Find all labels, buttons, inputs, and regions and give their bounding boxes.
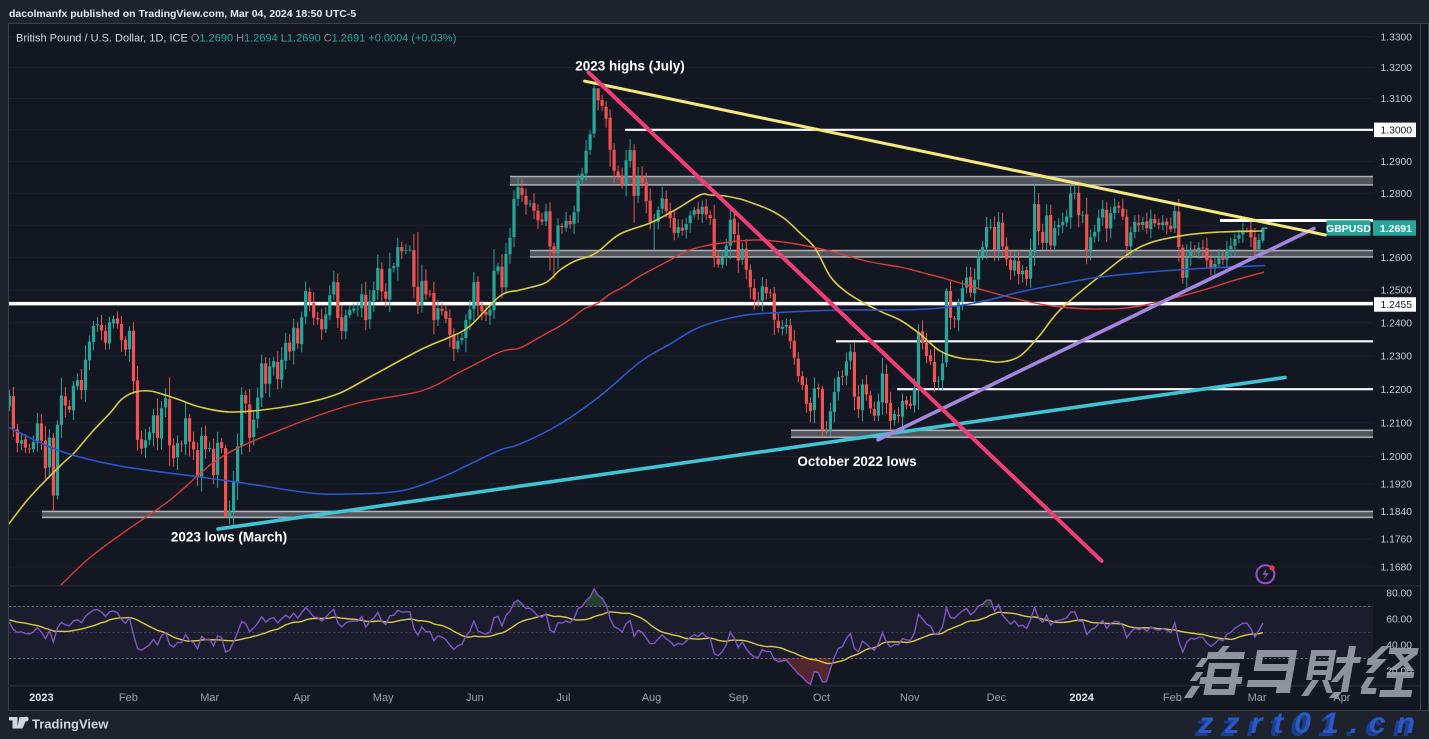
svg-text:GBPUSD: GBPUSD <box>1326 223 1371 235</box>
svg-text:Feb: Feb <box>119 692 138 704</box>
svg-text:October 2022 lows: October 2022 lows <box>797 454 916 469</box>
svg-text:May: May <box>373 692 394 704</box>
svg-text:Jun: Jun <box>466 692 484 704</box>
svg-text:1.2900: 1.2900 <box>1381 157 1413 168</box>
svg-text:zzrt01.cn: zzrt01.cn <box>1194 710 1422 739</box>
svg-text:Apr: Apr <box>293 692 310 704</box>
svg-text:1.2400: 1.2400 <box>1381 318 1413 329</box>
svg-text:dacolmanfx published on Tradin: dacolmanfx published on TradingView.com,… <box>9 8 356 20</box>
svg-text:Sep: Sep <box>729 692 749 704</box>
svg-text:1.3200: 1.3200 <box>1381 63 1413 74</box>
svg-text:2024: 2024 <box>1069 692 1094 704</box>
svg-text:1.2000: 1.2000 <box>1381 452 1413 463</box>
svg-text:TradingView: TradingView <box>32 717 109 732</box>
svg-text:1.1680: 1.1680 <box>1381 563 1413 574</box>
svg-text:2023: 2023 <box>29 692 53 704</box>
svg-text:1.3300: 1.3300 <box>1381 32 1413 43</box>
svg-text:1.2600: 1.2600 <box>1381 253 1413 264</box>
svg-text:1.1760: 1.1760 <box>1381 535 1413 546</box>
svg-text:1.2455: 1.2455 <box>1381 300 1413 311</box>
svg-text:1.2200: 1.2200 <box>1381 385 1413 396</box>
svg-text:Mar: Mar <box>1248 692 1267 704</box>
svg-text:40.00: 40.00 <box>1386 641 1412 652</box>
svg-text:1.2300: 1.2300 <box>1381 351 1413 362</box>
svg-text:zzrt01.cn: zzrt01.cn <box>1198 707 1426 739</box>
svg-text:1.2500: 1.2500 <box>1381 286 1413 297</box>
svg-text:1.1840: 1.1840 <box>1381 507 1413 518</box>
svg-text:Aug: Aug <box>642 692 662 704</box>
svg-text:80.00: 80.00 <box>1386 589 1412 600</box>
svg-text:Nov: Nov <box>900 692 920 704</box>
svg-text:1.2800: 1.2800 <box>1381 189 1413 200</box>
svg-text:1.3000: 1.3000 <box>1381 125 1413 136</box>
svg-text:60.00: 60.00 <box>1386 615 1412 626</box>
svg-text:Dec: Dec <box>987 692 1007 704</box>
svg-text:1.2691: 1.2691 <box>1380 223 1412 235</box>
svg-text:1.2100: 1.2100 <box>1381 418 1413 429</box>
svg-text:Jul: Jul <box>556 692 570 704</box>
svg-text:British Pound / U.S. Dollar, 1: British Pound / U.S. Dollar, 1D, ICE O1.… <box>16 33 456 45</box>
svg-text:2023 highs (July): 2023 highs (July) <box>575 59 685 74</box>
svg-text:Oct: Oct <box>813 692 830 704</box>
svg-text:Feb: Feb <box>1163 692 1182 704</box>
svg-text:2023 lows (March): 2023 lows (March) <box>171 530 287 545</box>
svg-text:1.3100: 1.3100 <box>1381 94 1413 105</box>
svg-text:Mar: Mar <box>200 692 219 704</box>
svg-text:1.1920: 1.1920 <box>1381 480 1413 491</box>
